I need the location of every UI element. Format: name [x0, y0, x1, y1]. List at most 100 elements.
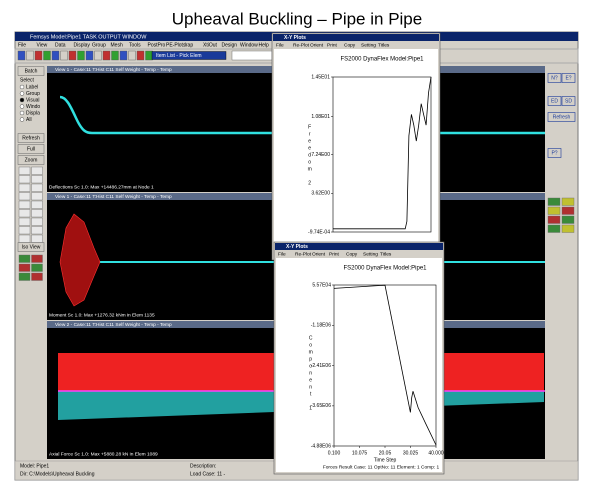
tool-icon[interactable] — [18, 175, 31, 184]
toolbar-icon[interactable] — [17, 50, 26, 61]
menu-item[interactable]: Display — [74, 42, 91, 48]
right-icon[interactable] — [547, 197, 561, 206]
left-button[interactable] — [17, 133, 45, 143]
radio-button[interactable] — [19, 117, 25, 122]
tool-icon[interactable] — [18, 200, 31, 209]
tool-icon[interactable] — [18, 209, 31, 218]
tool-icon[interactable] — [18, 183, 31, 192]
right-icon[interactable] — [561, 224, 575, 233]
right-icon[interactable] — [561, 215, 575, 224]
plot-menu-item[interactable]: Copy — [344, 42, 356, 48]
right-button[interactable] — [547, 73, 562, 83]
toolbar-button[interactable] — [151, 51, 227, 60]
toolbar-icon[interactable] — [145, 50, 153, 61]
plot-menu-item[interactable]: File — [276, 42, 284, 48]
toolbar-icon[interactable] — [77, 50, 85, 61]
menu-item[interactable]: Irap — [185, 42, 194, 48]
toolbar-icon[interactable] — [102, 50, 111, 61]
menu-item[interactable]: Data — [55, 42, 66, 48]
left-button[interactable] — [17, 155, 45, 165]
plot-menu-item[interactable]: Setting — [363, 251, 378, 257]
radio-button[interactable] — [19, 97, 25, 103]
right-button[interactable] — [561, 73, 576, 83]
toolbar-icon[interactable] — [51, 50, 60, 61]
toolbar-icon[interactable] — [119, 50, 128, 61]
menu-item[interactable]: PostPro — [148, 42, 166, 48]
plot-menu-item[interactable]: Copy — [346, 251, 358, 257]
toolbar-icon[interactable] — [26, 50, 34, 61]
tool-icon[interactable] — [31, 192, 43, 201]
toolbar-button-label: Item List - Pick Elem — [156, 53, 202, 59]
right-icon[interactable] — [547, 224, 561, 233]
menu-item[interactable]: View — [37, 42, 48, 48]
tool-icon[interactable] — [31, 209, 43, 218]
left-button-label: Full — [27, 147, 35, 153]
plot-menu-item[interactable]: Re-Plot — [295, 251, 312, 257]
menu-item[interactable]: Group — [92, 42, 106, 48]
plot-menu-item[interactable]: File — [278, 251, 286, 257]
right-button[interactable] — [547, 96, 562, 106]
radio-button[interactable] — [19, 110, 25, 116]
menu-item[interactable]: XtiOut — [203, 42, 218, 48]
tool-icon[interactable] — [31, 175, 43, 184]
left-button[interactable] — [17, 66, 45, 76]
menu-item[interactable]: Help — [259, 42, 270, 48]
menu-item[interactable]: Mesh — [111, 42, 123, 48]
left-button[interactable] — [17, 144, 45, 154]
right-button[interactable] — [561, 96, 576, 106]
tool-icon[interactable] — [18, 226, 31, 235]
tool-icon[interactable] — [18, 234, 31, 243]
toolbar-icon[interactable] — [43, 50, 51, 61]
plot-menu-item[interactable]: Orient — [312, 251, 326, 257]
radio-button[interactable] — [19, 91, 25, 96]
right-button[interactable] — [547, 112, 576, 122]
plot-menu-item[interactable]: Titles — [380, 251, 392, 257]
plot-line — [333, 76, 432, 230]
menu-item[interactable]: File — [18, 42, 26, 48]
toolbar-icon[interactable] — [85, 50, 94, 61]
radio-button[interactable] — [19, 104, 25, 109]
toolbar-icon[interactable] — [60, 50, 68, 61]
toolbar-icon[interactable] — [136, 50, 145, 61]
plot-menu-item[interactable]: Print — [329, 251, 340, 257]
tool-icon[interactable] — [18, 217, 31, 226]
toolbar-field[interactable] — [231, 50, 273, 61]
tool-icon[interactable] — [31, 272, 43, 281]
left-button[interactable] — [17, 242, 45, 252]
toolbar-icon[interactable] — [128, 50, 136, 61]
toolbar-icon[interactable] — [68, 50, 77, 61]
tool-icon[interactable] — [31, 234, 43, 243]
tool-icon[interactable] — [31, 166, 43, 175]
plot-menu-item[interactable]: Titles — [378, 42, 390, 48]
y-tick-label: -3.65E06 — [311, 403, 332, 409]
right-icon[interactable] — [561, 197, 575, 206]
radio-button[interactable] — [19, 84, 25, 90]
moment-diagram — [59, 213, 101, 307]
toolbar-icon[interactable] — [111, 50, 119, 61]
right-icon[interactable] — [547, 215, 561, 224]
tool-icon[interactable] — [31, 263, 43, 272]
menu-item[interactable]: Window — [240, 42, 258, 48]
plot-menu-item[interactable]: Setting — [361, 42, 376, 48]
plot-menu-item[interactable]: Orient — [310, 42, 324, 48]
tool-icon[interactable] — [31, 226, 43, 235]
right-button[interactable] — [547, 148, 562, 158]
tool-icon[interactable] — [31, 183, 43, 192]
tool-icon[interactable] — [31, 200, 43, 209]
tool-icon[interactable] — [31, 217, 43, 226]
tool-icon[interactable] — [18, 166, 31, 175]
tool-icon[interactable] — [18, 263, 31, 272]
menu-item[interactable]: Design — [222, 42, 238, 48]
menu-item[interactable]: Tools — [129, 42, 141, 48]
plot-menu-item[interactable]: Re-Plot — [293, 42, 310, 48]
tool-icon[interactable] — [31, 254, 43, 263]
toolbar-icon[interactable] — [34, 50, 43, 61]
toolbar-icon[interactable] — [94, 50, 102, 61]
right-icon[interactable] — [561, 206, 575, 215]
tool-icon[interactable] — [18, 254, 31, 263]
right-icon[interactable] — [547, 206, 561, 215]
plot-menu-item[interactable]: Print — [327, 42, 338, 48]
menu-item[interactable]: PE-Plots — [166, 42, 186, 48]
tool-icon[interactable] — [18, 192, 31, 201]
tool-icon[interactable] — [18, 272, 31, 281]
